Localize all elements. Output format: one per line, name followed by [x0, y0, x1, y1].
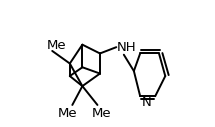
Text: NH: NH [116, 41, 136, 54]
Text: N: N [141, 96, 151, 109]
Text: Me: Me [91, 107, 111, 120]
Text: Me: Me [47, 39, 67, 52]
Text: Me: Me [57, 107, 77, 120]
